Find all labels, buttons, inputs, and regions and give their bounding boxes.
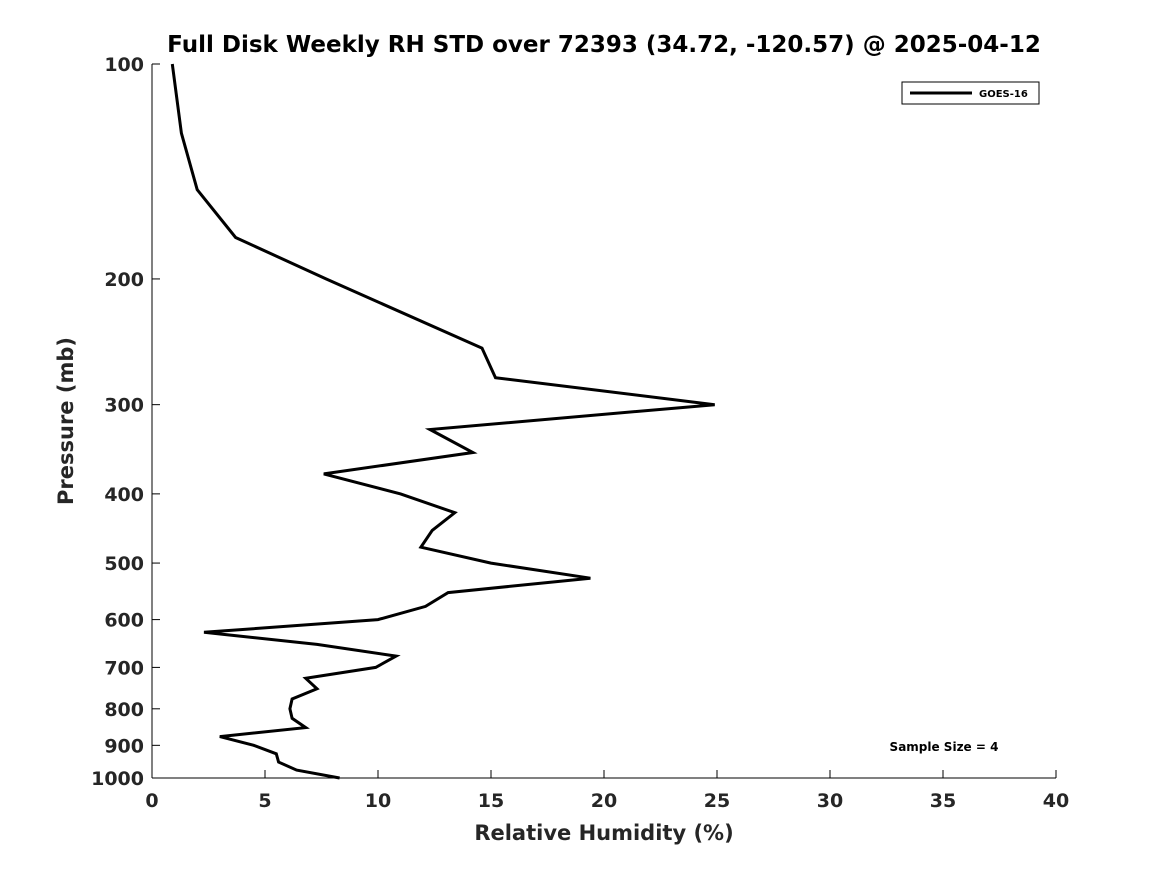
x-tick-label: 10 [365, 790, 391, 812]
y-tick-label: 700 [104, 657, 144, 679]
x-tick-label: 5 [258, 790, 271, 812]
y-tick-label: 800 [104, 699, 144, 721]
y-tick-label: 500 [104, 553, 144, 575]
y-tick-label: 200 [104, 269, 144, 291]
chart-title: Full Disk Weekly RH STD over 72393 (34.7… [167, 32, 1041, 58]
y-tick-label: 1000 [91, 768, 144, 790]
x-tick-label: 30 [817, 790, 843, 812]
y-tick-label: 600 [104, 610, 144, 632]
y-tick-label: 900 [104, 735, 144, 757]
series-line-goes-16 [170, 63, 715, 780]
legend: GOES-16 [901, 81, 1040, 105]
sample-size-annotation: Sample Size = 4 [890, 740, 999, 754]
y-tick-label: 100 [104, 54, 144, 76]
x-tick-label: 20 [591, 790, 617, 812]
y-axis-title: Pressure (mb) [54, 337, 78, 505]
x-tick-label: 40 [1043, 790, 1069, 812]
y-ticks: 100 200 300 400 500 600 700 800 900 1000 [91, 54, 160, 790]
x-tick-label: 25 [704, 790, 730, 812]
y-tick-label: 300 [104, 395, 144, 417]
x-tick-label: 15 [478, 790, 504, 812]
x-ticks: 0 5 10 15 20 25 30 35 40 [145, 770, 1069, 812]
y-tick-label: 400 [104, 484, 144, 506]
x-tick-label: 35 [930, 790, 956, 812]
x-tick-label: 0 [145, 790, 158, 812]
legend-label-goes-16: GOES-16 [979, 89, 1028, 100]
x-axis-title: Relative Humidity (%) [474, 821, 733, 845]
